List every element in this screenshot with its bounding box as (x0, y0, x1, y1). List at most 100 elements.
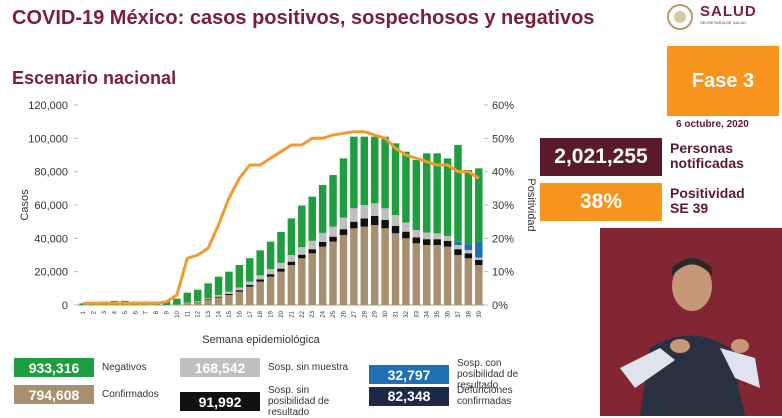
x-axis-title: Semana epidemiológica (202, 334, 320, 346)
positivity-label: Positividad SE 39 (670, 186, 750, 216)
bar-segment (465, 170, 472, 244)
bar-segment (361, 137, 368, 205)
x-tick-label: 14 (217, 310, 223, 317)
bar-segment (277, 232, 284, 263)
bar-segment (402, 232, 409, 239)
x-tick-label: 24 (321, 310, 327, 317)
bar-segment (340, 158, 347, 217)
x-tick-label: 10 (175, 310, 181, 317)
bar-segment (267, 277, 274, 305)
bar-segment (194, 290, 201, 302)
bar-segment (256, 282, 263, 305)
x-tick-label: 20 (279, 310, 285, 317)
x-tick-label: 28 (362, 310, 368, 317)
bar-segment (215, 298, 222, 306)
bar-segment (371, 225, 378, 305)
x-tick-label: 7 (144, 310, 150, 314)
x-tick-label: 37 (456, 310, 462, 317)
bar-segment (371, 137, 378, 204)
bar-segment (308, 241, 315, 249)
bar-segment (454, 255, 461, 305)
bar-segment (413, 243, 420, 305)
x-tick-label: 31 (394, 310, 400, 317)
legend-label: Negativos (102, 362, 192, 373)
bar-segment (225, 295, 232, 305)
bar-segment (308, 253, 315, 305)
bar-segment (329, 175, 336, 227)
bar-segment (402, 152, 409, 223)
bar-segment (288, 255, 295, 262)
x-tick-label: 11 (185, 310, 191, 317)
bar-segment (298, 258, 305, 305)
bar-segment (402, 223, 409, 232)
bar-segment (329, 242, 336, 305)
bar-segment (236, 288, 243, 291)
y2-tick-label: 0% (492, 300, 508, 312)
bar-segment (308, 249, 315, 253)
bar-segment (475, 243, 482, 258)
x-tick-label: 18 (258, 310, 264, 317)
legend-label: Sosp. sin posibilidad de resultado (268, 385, 358, 418)
y2-tick-label: 60% (492, 100, 514, 112)
bar-segment (381, 208, 388, 220)
bar-segment (225, 272, 232, 292)
bar-segment (288, 262, 295, 265)
chart: 020,00040,00060,00080,000100,000120,0000… (0, 0, 600, 350)
legend-label: Sosp. sin muestra (268, 362, 358, 373)
bar-segment (350, 137, 357, 209)
bar-segment (381, 137, 388, 209)
y-tick-label: 120,000 (28, 100, 68, 112)
bar-segment (319, 185, 326, 233)
bar-segment (298, 206, 305, 248)
bar-segment (298, 255, 305, 259)
x-tick-label: 21 (289, 310, 295, 317)
bar-segment (184, 293, 191, 303)
date: 6 octubre, 2020 (676, 119, 749, 130)
bar-segment (215, 277, 222, 295)
phase-box: Fase 3 (667, 46, 779, 116)
y-tick-label: 80,000 (34, 167, 68, 179)
bar-segment (423, 233, 430, 240)
bar-segment (236, 265, 243, 288)
bar-segment (350, 228, 357, 305)
bar-segment (267, 269, 274, 274)
bar-segment (413, 160, 420, 230)
bar-segment (204, 283, 211, 298)
x-tick-label: 5 (123, 310, 129, 314)
bar-segment (423, 245, 430, 305)
bar-segment (402, 238, 409, 305)
bar-segment (465, 244, 472, 250)
x-tick-label: 32 (404, 310, 410, 317)
x-tick-label: 3 (102, 310, 108, 314)
bar-segment (444, 158, 451, 235)
bar-segment (340, 235, 347, 305)
y-axis-title: Casos (19, 189, 31, 221)
x-tick-label: 4 (112, 310, 118, 314)
bar-segment (236, 290, 243, 292)
bar-segment (225, 294, 232, 295)
x-tick-label: 2 (92, 310, 98, 314)
bar-segment (194, 301, 201, 302)
bar-segment (444, 236, 451, 241)
bar-segment (246, 285, 253, 287)
y2-tick-label: 20% (492, 233, 514, 245)
bar-segment (392, 143, 399, 215)
bar-segment (444, 235, 451, 236)
bar-segment (236, 292, 243, 305)
bar-segment (392, 215, 399, 226)
bar-segment (204, 300, 211, 301)
bar-segment (454, 245, 461, 249)
bar-segment (329, 227, 336, 237)
bar-segment (361, 227, 368, 305)
bar-segment (475, 168, 482, 242)
x-tick-label: 34 (425, 310, 431, 317)
bar-segment (204, 300, 211, 305)
legend-total: 82,348 (369, 387, 449, 406)
x-tick-label: 16 (237, 310, 243, 317)
